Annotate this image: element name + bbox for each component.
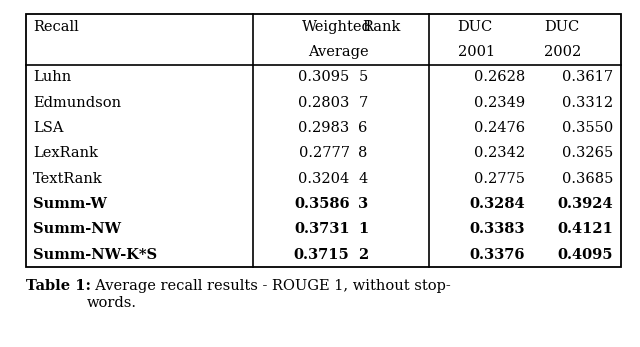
Text: 4: 4 [358,171,367,186]
Text: 0.2777: 0.2777 [299,146,349,160]
Text: 0.3312: 0.3312 [562,95,613,110]
Text: Average: Average [308,45,369,59]
Text: 0.3586: 0.3586 [294,197,349,211]
Text: 0.3204: 0.3204 [298,171,349,186]
Text: 0.4095: 0.4095 [557,247,613,262]
Text: Weighted: Weighted [302,19,372,34]
Text: Luhn: Luhn [33,70,72,84]
Text: 0.2476: 0.2476 [474,121,525,135]
Text: 0.3550: 0.3550 [562,121,613,135]
Text: 0.3383: 0.3383 [469,222,525,236]
Text: 2002: 2002 [544,45,581,59]
Text: DUC: DUC [458,19,493,34]
Text: Table 1:: Table 1: [26,279,91,293]
Text: 0.3731: 0.3731 [294,222,349,236]
Text: 0.3284: 0.3284 [469,197,525,211]
Text: 0.4121: 0.4121 [557,222,613,236]
Text: Average recall results - ROUGE 1, without stop-
words.: Average recall results - ROUGE 1, withou… [86,279,451,310]
Text: LSA: LSA [33,121,64,135]
Text: Summ-W: Summ-W [33,197,107,211]
Text: Summ-NW-K*S: Summ-NW-K*S [33,247,157,262]
Text: 8: 8 [358,146,368,160]
Text: 0.3924: 0.3924 [557,197,613,211]
Text: 5: 5 [358,70,367,84]
Text: DUC: DUC [544,19,579,34]
Text: 3: 3 [358,197,369,211]
Text: 0.2803: 0.2803 [298,95,349,110]
Text: 1: 1 [358,222,369,236]
Bar [26,14,621,267]
Text: 7: 7 [358,95,367,110]
Text: 0.2349: 0.2349 [474,95,525,110]
Text: Rank: Rank [362,19,400,34]
Text: 0.3265: 0.3265 [562,146,613,160]
Text: 0.2342: 0.2342 [474,146,525,160]
Text: 0.2983: 0.2983 [298,121,349,135]
Text: 0.3685: 0.3685 [562,171,613,186]
Text: 2001: 2001 [458,45,495,59]
Text: Summ-NW: Summ-NW [33,222,122,236]
Text: 0.2628: 0.2628 [474,70,525,84]
Text: 0.3376: 0.3376 [469,247,525,262]
Text: 0.2775: 0.2775 [474,171,525,186]
Text: Recall: Recall [33,19,79,34]
Text: Edmundson: Edmundson [33,95,122,110]
Text: 0.3617: 0.3617 [562,70,613,84]
Text: 0.3715: 0.3715 [294,247,349,262]
Text: 0.3095: 0.3095 [298,70,349,84]
Text: 2: 2 [358,247,369,262]
Text: LexRank: LexRank [33,146,99,160]
Text: TextRank: TextRank [33,171,103,186]
Text: 6: 6 [358,121,368,135]
